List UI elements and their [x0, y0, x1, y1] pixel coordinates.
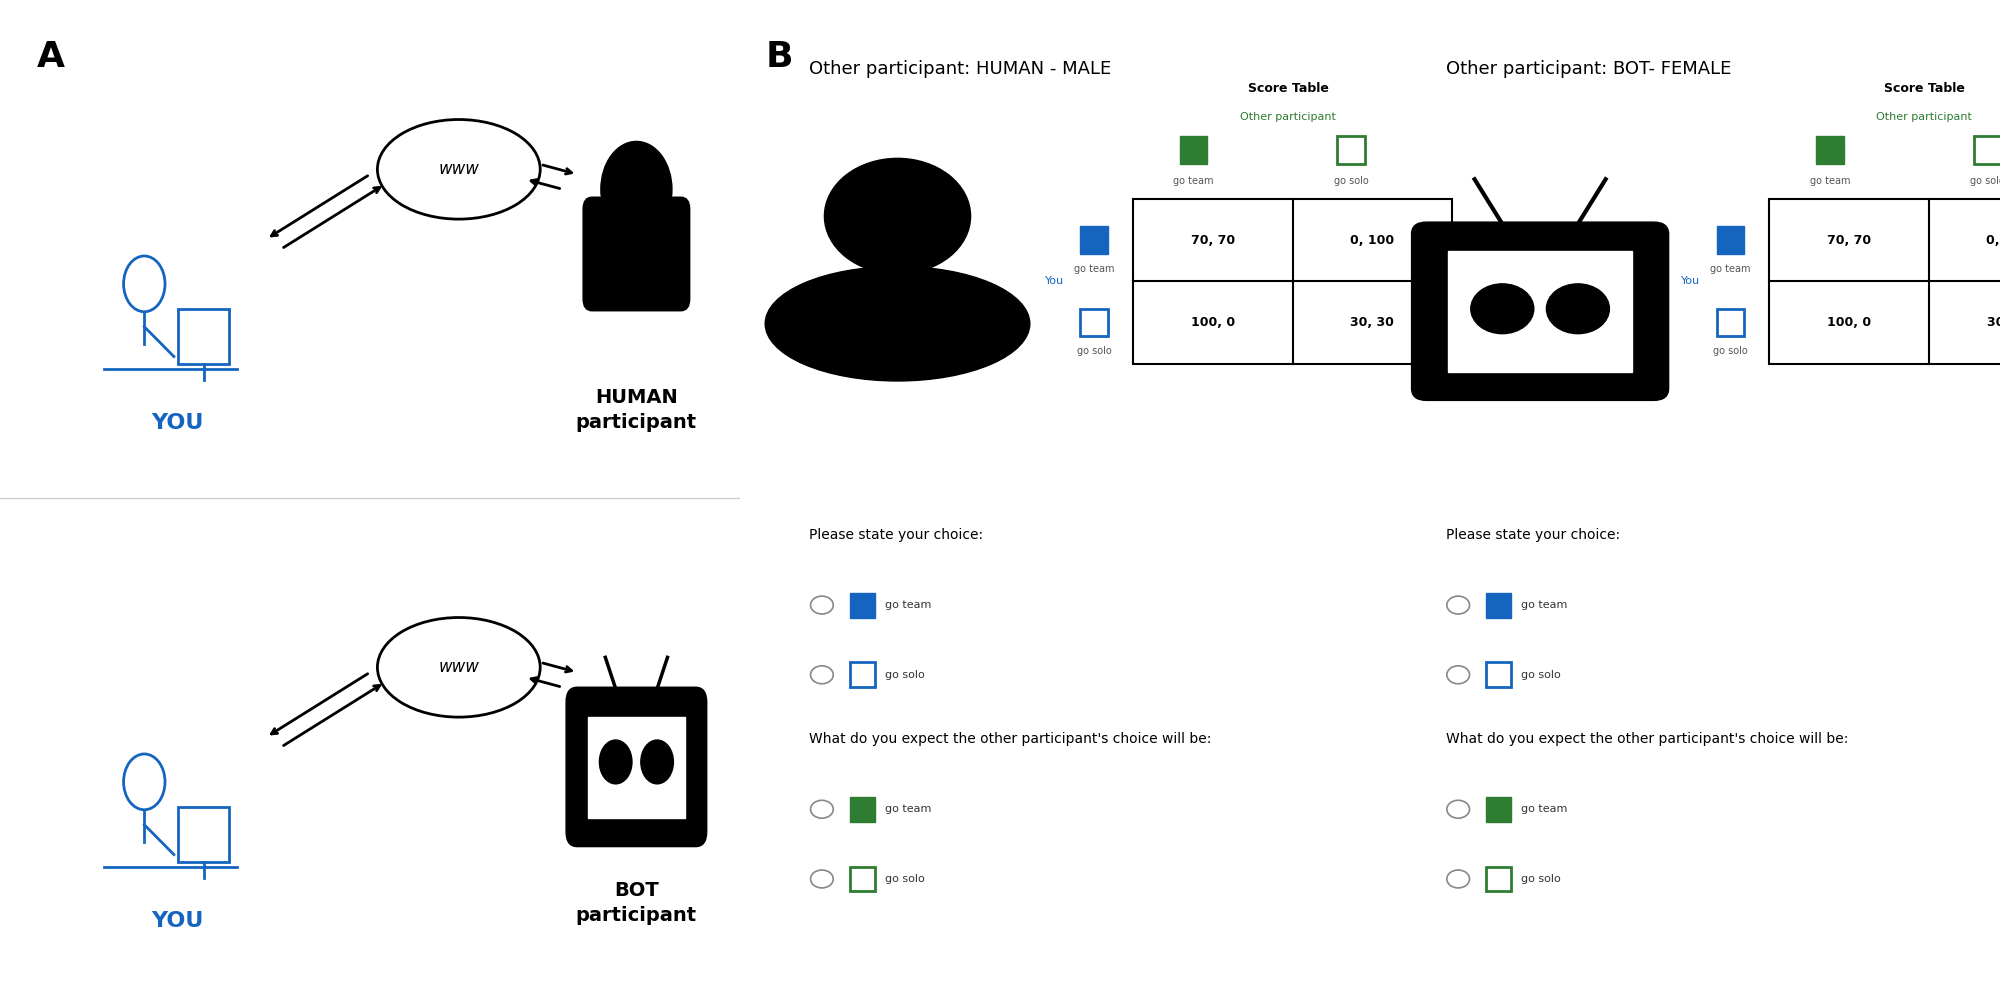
Text: 70, 70: 70, 70: [1828, 234, 1872, 247]
Circle shape: [1446, 596, 1470, 614]
Circle shape: [640, 740, 674, 784]
Bar: [850, 797, 874, 822]
Bar: [1770, 199, 2000, 364]
Text: 0, 100: 0, 100: [1986, 234, 2000, 247]
Text: BOT
participant: BOT participant: [576, 881, 696, 925]
Bar: [1816, 136, 1844, 164]
Text: 70, 70: 70, 70: [1190, 234, 1234, 247]
Bar: [850, 662, 874, 687]
Text: You: You: [1680, 276, 1700, 287]
Text: go solo: go solo: [884, 873, 924, 884]
Text: Score Table: Score Table: [1884, 82, 1964, 95]
FancyBboxPatch shape: [1448, 251, 1632, 372]
FancyBboxPatch shape: [1412, 222, 1668, 400]
Circle shape: [810, 801, 834, 819]
Text: 30, 30: 30, 30: [1350, 316, 1394, 329]
Bar: [1338, 136, 1364, 164]
Circle shape: [1470, 284, 1534, 334]
Text: go team: go team: [1174, 176, 1214, 186]
Bar: [1486, 662, 1512, 687]
Text: YOU: YOU: [152, 911, 204, 931]
Text: go solo: go solo: [1522, 873, 1560, 884]
Bar: [1716, 309, 1744, 337]
Text: Please state your choice:: Please state your choice:: [810, 528, 984, 542]
Ellipse shape: [378, 120, 540, 219]
Circle shape: [810, 596, 834, 614]
Ellipse shape: [378, 618, 540, 717]
Text: go team: go team: [1522, 600, 1568, 611]
Circle shape: [1446, 871, 1470, 888]
Text: Other participant: BOT- FEMALE: Other participant: BOT- FEMALE: [1446, 60, 1730, 78]
Text: Other participant: Other participant: [1876, 112, 1972, 122]
Text: www: www: [438, 658, 480, 676]
Text: Other participant: Other participant: [1240, 112, 1336, 122]
Text: 100, 0: 100, 0: [1190, 316, 1234, 329]
Text: go team: go team: [1710, 264, 1750, 274]
Circle shape: [810, 665, 834, 683]
FancyBboxPatch shape: [584, 197, 690, 311]
Text: 100, 0: 100, 0: [1828, 316, 1872, 329]
Bar: [1486, 797, 1512, 822]
Bar: [1486, 593, 1512, 618]
Circle shape: [1446, 665, 1470, 683]
Circle shape: [824, 158, 970, 274]
Ellipse shape: [766, 267, 1030, 381]
Text: B: B: [766, 40, 792, 74]
Text: www: www: [438, 160, 480, 178]
Bar: [850, 867, 874, 891]
Circle shape: [1446, 801, 1470, 819]
Text: go team: go team: [884, 600, 932, 611]
Text: go solo: go solo: [1522, 669, 1560, 680]
Bar: [850, 593, 874, 618]
Text: A: A: [36, 40, 64, 74]
Bar: [1134, 199, 1452, 364]
Circle shape: [1546, 284, 1610, 334]
Text: Please state your choice:: Please state your choice:: [1446, 528, 1620, 542]
Bar: [1180, 136, 1208, 164]
Text: HUMAN
participant: HUMAN participant: [576, 388, 696, 432]
Text: 0, 100: 0, 100: [1350, 234, 1394, 247]
Text: What do you expect the other participant's choice will be:: What do you expect the other participant…: [810, 732, 1212, 746]
FancyBboxPatch shape: [588, 717, 684, 818]
FancyBboxPatch shape: [178, 309, 230, 364]
Text: 30, 30: 30, 30: [1986, 316, 2000, 329]
FancyBboxPatch shape: [566, 687, 706, 847]
Text: You: You: [1044, 276, 1064, 287]
Bar: [1486, 867, 1512, 891]
Text: Other participant: HUMAN - MALE: Other participant: HUMAN - MALE: [810, 60, 1112, 78]
Circle shape: [810, 871, 834, 888]
Bar: [1080, 226, 1108, 254]
Text: go solo: go solo: [1712, 347, 1748, 357]
Bar: [1080, 309, 1108, 337]
Text: go team: go team: [884, 804, 932, 815]
Bar: [1974, 136, 2000, 164]
Text: go team: go team: [1074, 264, 1114, 274]
Text: go team: go team: [1810, 176, 1850, 186]
Text: go solo: go solo: [1334, 176, 1368, 186]
Circle shape: [600, 740, 632, 784]
FancyBboxPatch shape: [178, 807, 230, 862]
Circle shape: [600, 141, 672, 237]
Text: go team: go team: [1522, 804, 1568, 815]
Text: go solo: go solo: [1076, 347, 1112, 357]
Bar: [1716, 226, 1744, 254]
Text: Score Table: Score Table: [1248, 82, 1328, 95]
Text: go solo: go solo: [1970, 176, 2000, 186]
Text: What do you expect the other participant's choice will be:: What do you expect the other participant…: [1446, 732, 1848, 746]
Text: YOU: YOU: [152, 413, 204, 433]
Text: go solo: go solo: [884, 669, 924, 680]
